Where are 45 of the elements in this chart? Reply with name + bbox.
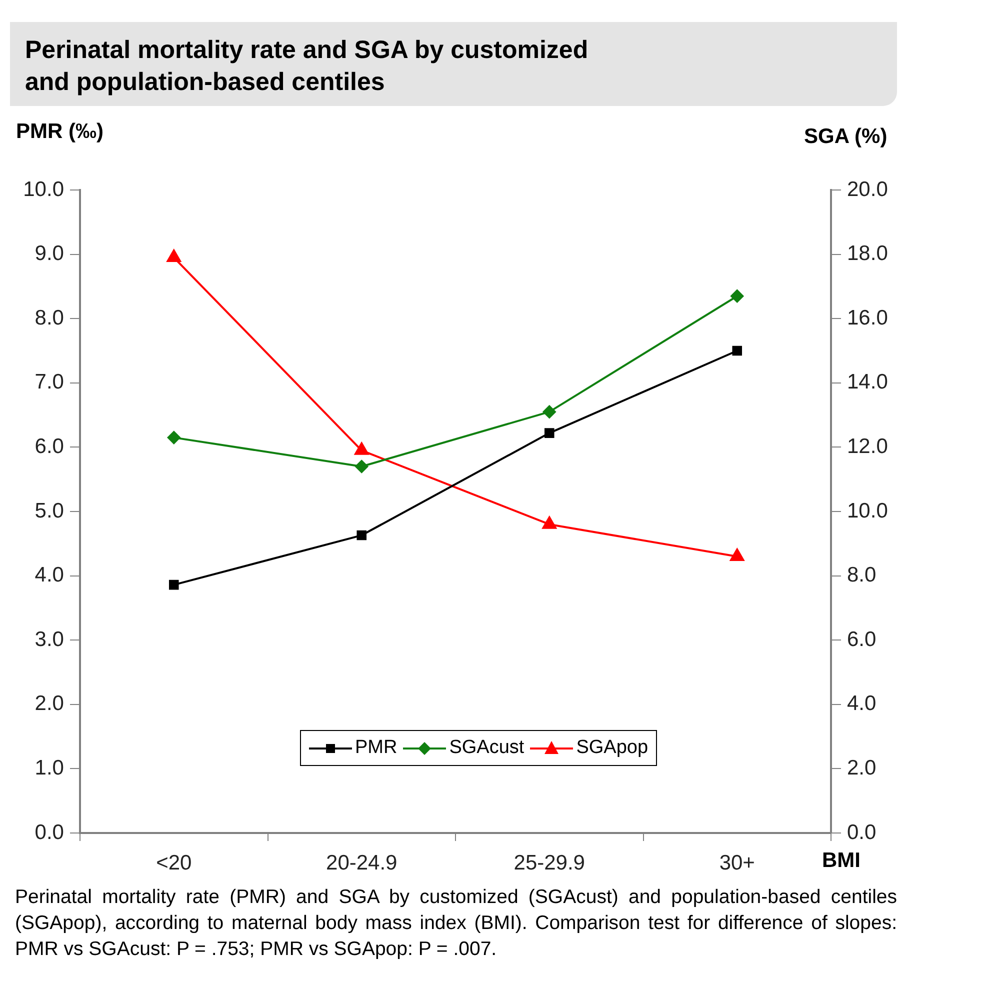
y2-tick-label: 12.0 bbox=[847, 434, 888, 458]
y-tick-label: 0.0 bbox=[34, 820, 64, 844]
y-tick-label: 2.0 bbox=[34, 692, 64, 716]
point bbox=[544, 428, 554, 438]
point bbox=[730, 290, 744, 303]
point bbox=[542, 405, 556, 418]
y-tick-label: 10.0 bbox=[23, 178, 64, 201]
y2-tick-label: 8.0 bbox=[847, 564, 876, 587]
y2-tick-label: 16.0 bbox=[847, 306, 888, 330]
x-tick-label: 25-29.9 bbox=[514, 851, 585, 874]
legend-label: SGAcust bbox=[449, 737, 524, 759]
y-tick-label: 8.0 bbox=[34, 306, 64, 330]
y-tick-label: 4.0 bbox=[34, 564, 64, 587]
y2-axis-title: SGA (%) bbox=[804, 125, 888, 149]
y2-tick-label: 10.0 bbox=[847, 499, 888, 522]
x-tick-label: <20 bbox=[156, 851, 192, 874]
y-tick-label: 5.0 bbox=[34, 499, 64, 522]
x-axis-title: BMI bbox=[822, 849, 860, 873]
point bbox=[354, 442, 369, 455]
y2-tick-label: 6.0 bbox=[847, 628, 876, 651]
x-tick-label: 20-24.9 bbox=[326, 851, 398, 874]
y-tick-label: 1.0 bbox=[34, 756, 64, 780]
y-tick-label: 6.0 bbox=[34, 434, 64, 458]
legend-label: PMR bbox=[355, 737, 398, 759]
point bbox=[542, 516, 556, 529]
y2-tick-label: 4.0 bbox=[847, 692, 876, 716]
y2-tick-label: 2.0 bbox=[847, 756, 876, 780]
y2-tick-label: 18.0 bbox=[847, 242, 888, 266]
y-tick-label: 3.0 bbox=[34, 628, 64, 651]
point bbox=[355, 460, 368, 473]
y2-tick-label: 14.0 bbox=[847, 370, 888, 394]
chart-title: Perinatal mortality rate and SGA by customized and population-based centiles bbox=[25, 35, 590, 98]
point bbox=[356, 530, 367, 540]
y-axis-title: PMR (‰) bbox=[16, 120, 104, 144]
point bbox=[168, 580, 179, 590]
y2-tick-label: 0.0 bbox=[847, 820, 876, 844]
legend-label: SGApop bbox=[576, 737, 648, 759]
point bbox=[730, 548, 744, 562]
point bbox=[732, 346, 742, 356]
y-tick-label: 9.0 bbox=[34, 242, 64, 266]
point bbox=[167, 431, 180, 444]
text: Perinatal mortality rate (PMR) and SGA by customized (SGAcust) and population-based centiles (SGApop), according to maternal body mass index (BMI). Comparison test for difference of slopes: PMR vs SGAcust: P = .753; PMR vs SGApop: P = .007. bbox=[15, 885, 897, 962]
x-tick-label: 30+ bbox=[719, 851, 755, 874]
y-tick-label: 7.0 bbox=[34, 370, 64, 394]
y2-tick-label: 20.0 bbox=[847, 178, 888, 201]
